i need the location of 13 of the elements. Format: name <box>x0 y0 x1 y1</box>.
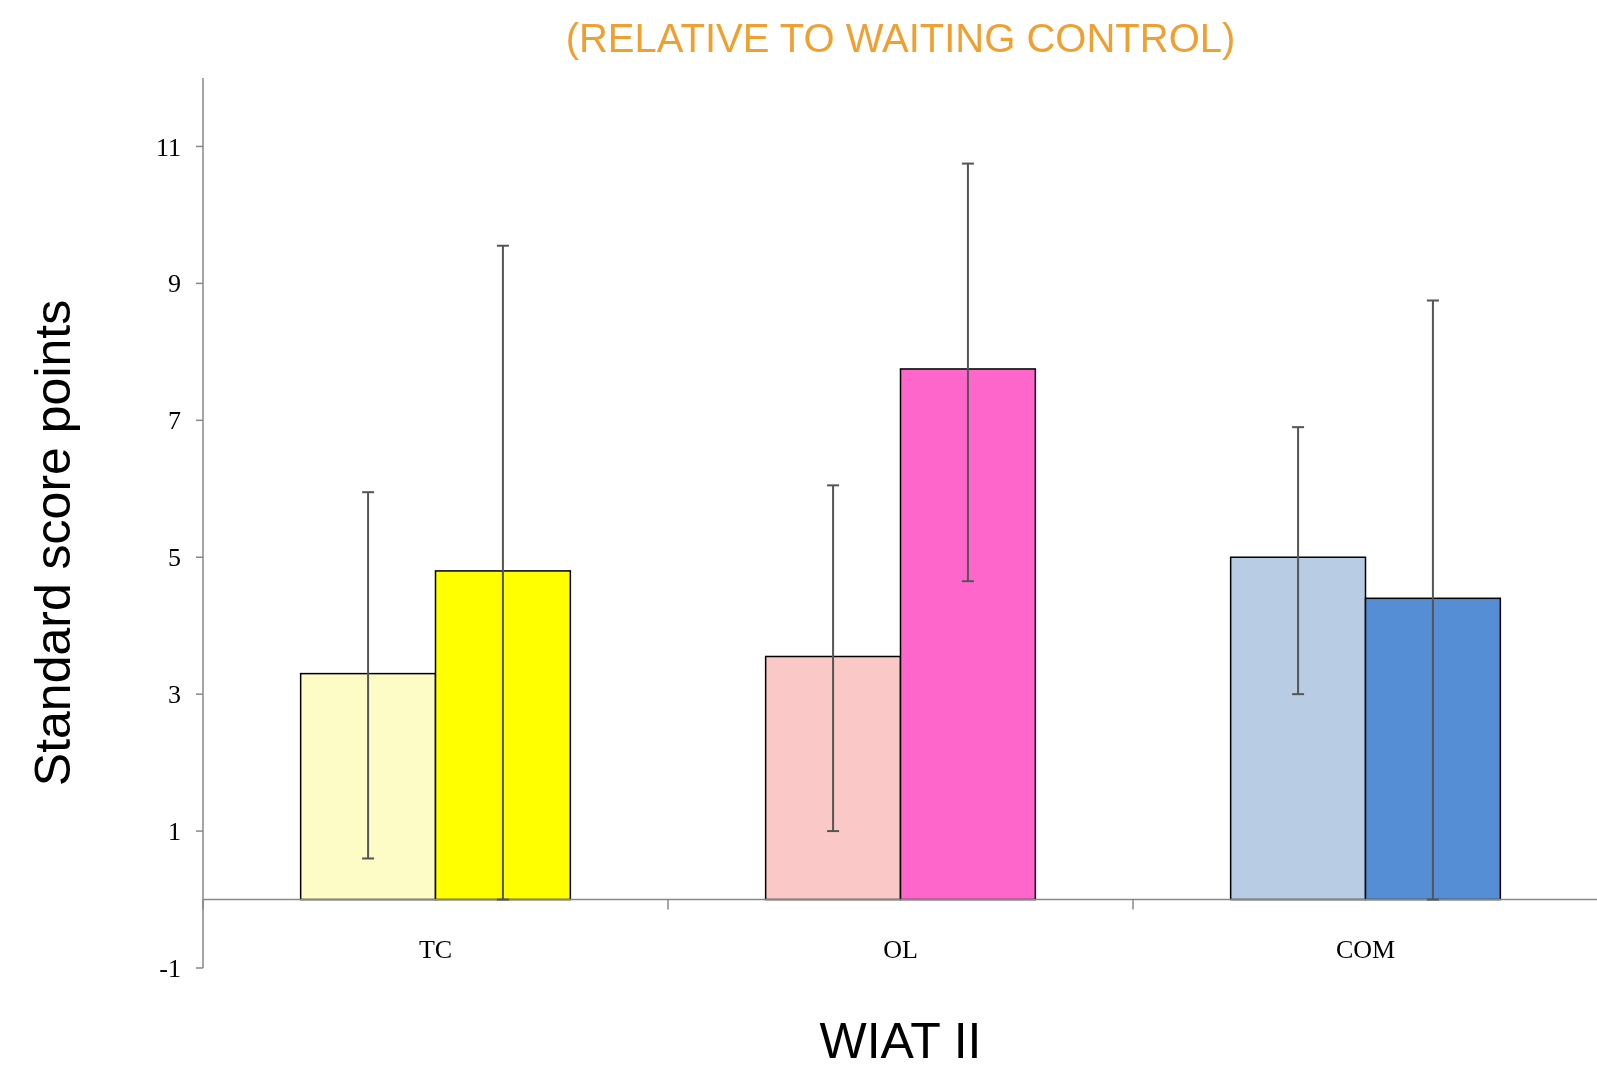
y-tick-label: -1 <box>159 954 181 984</box>
y-tick-label: 7 <box>168 406 181 436</box>
y-tick-label: 11 <box>155 132 181 162</box>
x-tick-label: TC <box>418 935 453 964</box>
x-tick-label: COM <box>1335 935 1396 964</box>
y-axis-title: Standard score points <box>25 299 81 787</box>
y-tick-label: 5 <box>168 543 181 573</box>
y-tick-label: 1 <box>168 817 181 847</box>
y-tick-label: 3 <box>168 680 181 710</box>
x-tick-label: OL <box>883 935 918 964</box>
chart-title: (RELATIVE TO WAITING CONTROL) <box>565 16 1236 60</box>
x-axis-title: WIAT II <box>819 1013 982 1069</box>
y-tick-label: 9 <box>168 269 181 299</box>
